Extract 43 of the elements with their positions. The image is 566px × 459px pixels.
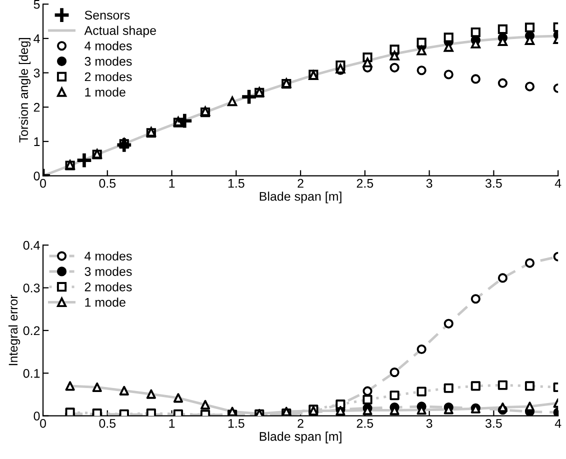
x-axis-title: Blade span [m]	[260, 192, 342, 204]
legend-label: 2 modes	[84, 282, 132, 292]
x-tick-label: 3.5	[485, 418, 502, 428]
x-tick-label: 2.5	[356, 418, 374, 428]
y-tick-label: 5	[34, 0, 40, 9]
x-axis-title: Blade span [m]	[260, 432, 342, 444]
y-tick-label: 4	[34, 34, 40, 43]
y-axis-title: Integral error	[8, 294, 20, 366]
x-tick-label: 4	[554, 179, 562, 188]
x-tick-label: 4	[554, 419, 562, 428]
legend-label: 2 modes	[84, 72, 132, 82]
x-tick-label: 0.5	[99, 178, 116, 188]
x-tick-label: 3	[426, 178, 432, 188]
y-tick-label: 0.3	[23, 284, 40, 292]
y-tick-label: 0	[34, 412, 40, 421]
x-tick-label: 1	[169, 419, 175, 428]
legend-label: 3 modes	[84, 56, 132, 66]
x-tick-label: 0	[40, 418, 46, 428]
x-tick-label: 2	[298, 178, 304, 188]
x-tick-label: 3.5	[485, 178, 502, 188]
y-tick-label: 0.1	[23, 368, 40, 378]
y-tick-label: 0.2	[23, 326, 40, 336]
legend-label: 4 modes	[84, 41, 132, 50]
x-tick-label: 0	[40, 178, 46, 188]
y-tick-label: 0.4	[23, 240, 40, 250]
legend-label: Actual shape	[84, 26, 156, 38]
x-tick-label: 2	[298, 418, 304, 428]
legend-label: 1 mode	[85, 298, 126, 307]
y-tick-label: 0	[34, 172, 40, 180]
x-tick-label: 1.5	[228, 179, 244, 188]
x-tick-label: 1	[169, 179, 175, 188]
y-axis-title: Torsion angle [deg]	[18, 38, 31, 142]
legend-label: 1 mode	[85, 87, 126, 97]
y-tick-label: 3	[34, 68, 40, 78]
y-tick-label: 1	[34, 137, 40, 146]
x-tick-label: 3	[426, 418, 432, 428]
legend-label: 4 modes	[84, 251, 132, 261]
x-tick-label: 1.5	[228, 419, 244, 428]
x-tick-label: 2.5	[356, 178, 374, 188]
y-tick-label: 2	[34, 102, 40, 112]
legend-label: Sensors	[84, 10, 130, 20]
legend-label: 3 modes	[84, 266, 132, 276]
x-tick-label: 0.5	[99, 418, 116, 428]
